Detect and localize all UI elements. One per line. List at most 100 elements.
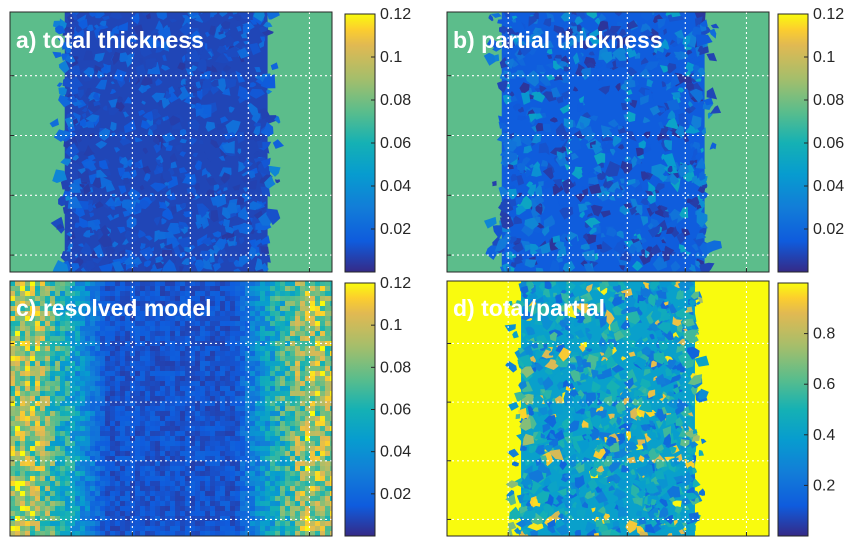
heatmap-cell <box>160 381 165 386</box>
colorbar-tick-label: 0.06 <box>380 402 411 419</box>
heatmap-cell <box>528 15 537 27</box>
heatmap-cell <box>181 258 190 266</box>
heatmap-cell <box>240 311 245 316</box>
heatmap-cell <box>95 366 100 371</box>
heatmap-cell <box>160 341 165 346</box>
heatmap-cell <box>250 361 255 366</box>
heatmap-cell <box>175 311 180 316</box>
heatmap-cell <box>70 401 75 406</box>
heatmap-cell <box>20 396 25 401</box>
heatmap-cell <box>671 91 681 99</box>
heatmap-cell <box>95 406 100 411</box>
heatmap-cell <box>200 346 205 351</box>
heatmap-cell <box>200 366 205 371</box>
heatmap-cell <box>230 426 235 431</box>
heatmap-cell <box>120 306 125 311</box>
heatmap-cell <box>275 331 280 336</box>
heatmap-cell <box>230 516 235 521</box>
heatmap-cell <box>140 466 145 471</box>
heatmap-cell <box>40 286 45 291</box>
heatmap-cell <box>552 178 562 189</box>
heatmap-cell <box>80 491 85 496</box>
heatmap-cell <box>115 491 120 496</box>
heatmap-cell <box>155 401 160 406</box>
heatmap-cell <box>559 103 570 114</box>
heatmap-cell <box>678 529 685 535</box>
heatmap-cell <box>250 511 255 516</box>
heatmap-cell <box>240 371 245 376</box>
heatmap-cell <box>200 526 205 531</box>
heatmap-cell <box>65 496 70 501</box>
heatmap-cell <box>225 406 230 411</box>
heatmap-cell <box>280 491 285 496</box>
heatmap-cell <box>65 321 70 326</box>
heatmap-cell <box>220 386 225 391</box>
heatmap-cell <box>165 366 170 371</box>
heatmap-cell <box>25 441 30 446</box>
heatmap-cell <box>140 396 145 401</box>
heatmap-cell <box>100 471 105 476</box>
heatmap-cell <box>160 281 165 286</box>
heatmap-cell <box>275 506 280 511</box>
heatmap-cell <box>30 351 35 356</box>
heatmap-cell <box>692 148 698 158</box>
heatmap-cell <box>166 192 177 201</box>
heatmap-cell <box>320 331 325 336</box>
heatmap-cell <box>140 531 145 536</box>
heatmap-cell <box>588 51 595 56</box>
heatmap-cell <box>315 356 320 361</box>
heatmap-cell <box>256 139 263 148</box>
heatmap-cell <box>205 521 210 526</box>
heatmap-cell <box>95 516 100 521</box>
heatmap-cell <box>70 296 75 301</box>
heatmap-cell <box>265 316 270 321</box>
heatmap-cell <box>220 436 225 441</box>
heatmap-cell <box>250 516 255 521</box>
heatmap-cell <box>65 281 70 286</box>
heatmap-cell <box>140 386 145 391</box>
heatmap-cell <box>320 476 325 481</box>
heatmap-cell <box>60 376 65 381</box>
heatmap-cell <box>145 356 150 361</box>
heatmap-cell <box>140 311 145 316</box>
heatmap-cell <box>240 446 245 451</box>
heatmap-cell <box>270 291 275 296</box>
heatmap-cell <box>65 456 70 461</box>
heatmap-cell <box>30 281 35 286</box>
heatmap-cell <box>70 306 75 311</box>
heatmap-cell <box>305 486 310 491</box>
heatmap-cell <box>300 326 305 331</box>
heatmap-cell <box>128 191 137 201</box>
heatmap-cell <box>50 386 55 391</box>
heatmap-cell <box>619 178 625 184</box>
heatmap-cell <box>85 281 90 286</box>
heatmap-cell <box>260 186 271 197</box>
heatmap-cell <box>205 431 210 436</box>
heatmap-cell <box>35 336 40 341</box>
heatmap-cell <box>89 212 95 218</box>
heatmap-cell <box>285 376 290 381</box>
heatmap-cell <box>245 351 250 356</box>
heatmap-cell <box>275 311 280 316</box>
heatmap-cell <box>526 181 534 188</box>
heatmap-cell <box>266 12 280 20</box>
heatmap-cell <box>55 516 60 521</box>
heatmap-cell <box>180 461 185 466</box>
heatmap-cell <box>330 471 332 476</box>
heatmap-cell <box>105 411 110 416</box>
heatmap-cell <box>315 441 320 446</box>
heatmap-cell <box>110 286 115 291</box>
heatmap-cell <box>95 371 100 376</box>
heatmap-cell <box>190 426 195 431</box>
heatmap-cell <box>150 321 155 326</box>
heatmap-cell <box>130 361 135 366</box>
heatmap-cell <box>25 301 30 306</box>
heatmap-cell <box>180 416 185 421</box>
heatmap-cell <box>315 436 320 441</box>
heatmap-cell <box>164 115 170 121</box>
heatmap-cell <box>218 155 226 161</box>
heatmap-cell <box>125 316 130 321</box>
heatmap-cell <box>210 371 215 376</box>
heatmap-cell <box>195 396 200 401</box>
heatmap-cell <box>10 381 15 386</box>
